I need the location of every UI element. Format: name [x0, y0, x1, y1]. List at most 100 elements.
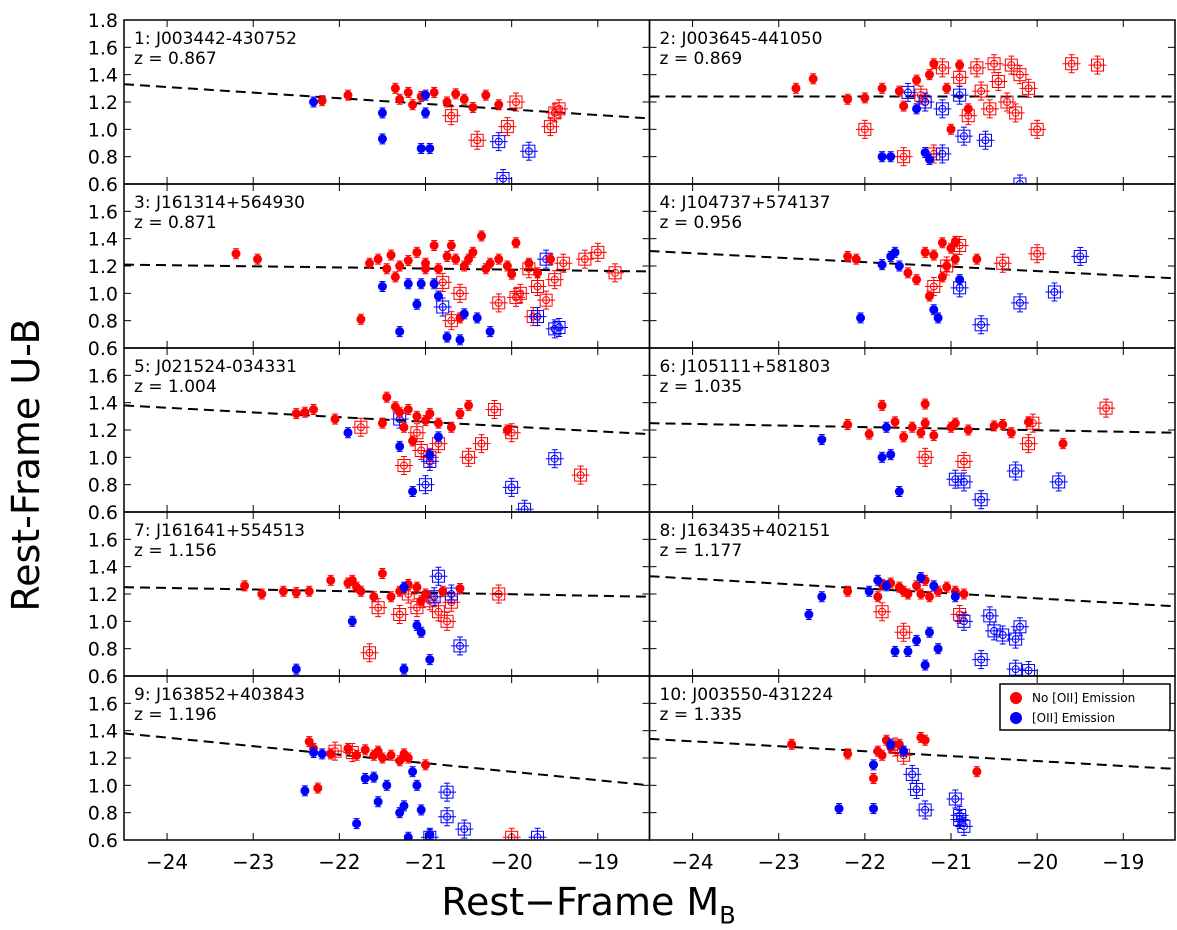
fit-line — [124, 404, 650, 436]
point-oii-open — [1011, 635, 1020, 644]
point-no-oii — [1006, 428, 1016, 438]
point-oii-open — [951, 475, 960, 484]
point-oii-open-box — [987, 624, 1001, 638]
point-oii — [886, 152, 896, 162]
point-no-oii — [860, 93, 870, 103]
x-axis-label-main: Rest−Frame M — [441, 880, 720, 924]
point-no-oii — [377, 569, 387, 578]
point-no-oii-open-box — [1022, 437, 1036, 451]
point-oii-open-box — [910, 782, 924, 796]
point-oii-open — [990, 626, 999, 635]
point-oii-open — [938, 149, 947, 158]
point-no-oii-open — [477, 439, 486, 448]
point-no-oii — [403, 256, 413, 266]
point-no-oii-open-box — [462, 450, 476, 464]
point-oii — [347, 616, 357, 626]
point-no-oii-open-box — [974, 84, 988, 98]
point-oii-open — [985, 611, 994, 620]
x-tick-label: −24 — [146, 850, 188, 874]
point-oii — [881, 422, 891, 432]
point-no-oii — [464, 254, 474, 264]
point-oii-open-box — [1073, 249, 1087, 263]
point-oii-open-box — [457, 822, 471, 836]
point-oii-open — [438, 303, 447, 311]
point-no-oii-open — [533, 282, 542, 291]
point-no-oii — [421, 264, 431, 274]
panel-plot-area — [649, 732, 1175, 836]
point-no-oii — [253, 254, 263, 264]
point-oii — [472, 313, 482, 323]
point-oii — [916, 573, 926, 583]
point-no-oii — [843, 94, 853, 104]
point-no-oii — [877, 83, 887, 93]
y-tick-label: 0.8 — [88, 147, 118, 169]
point-no-oii-open — [404, 590, 413, 598]
point-no-oii-open — [1033, 125, 1042, 134]
point-oii — [834, 804, 844, 814]
point-no-oii-open-box — [935, 61, 949, 75]
point-oii — [352, 819, 362, 829]
point-no-oii — [912, 581, 922, 591]
panel-id-label: 4: J104737+574137 — [660, 193, 831, 213]
point-no-oii-open — [977, 87, 986, 96]
point-no-oii — [912, 75, 922, 85]
x-tick-label: −23 — [232, 850, 274, 874]
point-no-oii-open-box — [1009, 106, 1023, 120]
point-no-oii — [360, 745, 370, 755]
point-no-oii-open — [1007, 61, 1016, 70]
point-no-oii-open — [412, 603, 421, 612]
point-oii-open — [550, 454, 559, 463]
x-tick-label: −23 — [758, 850, 800, 874]
point-no-oii — [907, 422, 917, 432]
fit-line — [124, 732, 650, 787]
point-no-oii — [864, 429, 874, 439]
point-oii-open-box — [957, 614, 971, 628]
point-oii — [309, 97, 319, 107]
point-no-oii-open — [494, 590, 503, 598]
y-axis-label: Rest-Frame U-B — [4, 318, 48, 611]
point-oii-open-box — [935, 147, 949, 161]
point-no-oii — [429, 241, 439, 250]
legend-label: No [OII] Emission — [1032, 691, 1135, 705]
point-no-oii-open-box — [440, 614, 454, 628]
point-no-oii — [442, 251, 452, 261]
point-oii-open-box — [548, 452, 562, 466]
point-no-oii-open — [1015, 70, 1024, 79]
point-oii — [950, 592, 960, 602]
point-no-oii-open-box — [875, 605, 889, 619]
point-no-oii — [843, 251, 853, 261]
point-oii-open — [921, 805, 930, 814]
point-no-oii — [946, 422, 956, 432]
x-axis-label: Rest−Frame MB — [0, 880, 1177, 930]
fit-line — [649, 737, 1175, 770]
point-oii-open-box — [957, 475, 971, 489]
point-oii-open-box — [1013, 620, 1027, 634]
point-oii-open — [430, 592, 439, 601]
point-oii — [429, 279, 439, 289]
point-no-oii — [451, 89, 461, 99]
legend-label: [OII] Emission — [1032, 711, 1115, 725]
point-no-oii-open — [580, 255, 589, 264]
point-no-oii-open — [412, 428, 421, 437]
point-oii-open-box — [531, 830, 545, 840]
panel-id-label: 7: J161641+554513 — [134, 521, 305, 541]
legend-box — [999, 683, 1171, 731]
point-oii — [920, 148, 930, 158]
point-oii-open — [977, 495, 986, 504]
point-no-oii — [390, 83, 400, 93]
point-no-oii-open-box — [414, 444, 428, 457]
point-oii — [929, 581, 939, 591]
panel-id-label: 5: J021524-034331 — [134, 357, 297, 377]
point-no-oii — [924, 291, 934, 301]
point-no-oii-open-box — [608, 266, 622, 280]
y-tick-label: 1.6 — [88, 529, 118, 551]
point-no-oii-open-box — [591, 245, 605, 259]
point-no-oii-open-box — [953, 70, 967, 84]
y-tick-label: 1.2 — [88, 584, 118, 606]
point-oii-open — [959, 617, 968, 626]
point-no-oii — [972, 767, 982, 777]
point-no-oii-open — [1067, 59, 1076, 68]
